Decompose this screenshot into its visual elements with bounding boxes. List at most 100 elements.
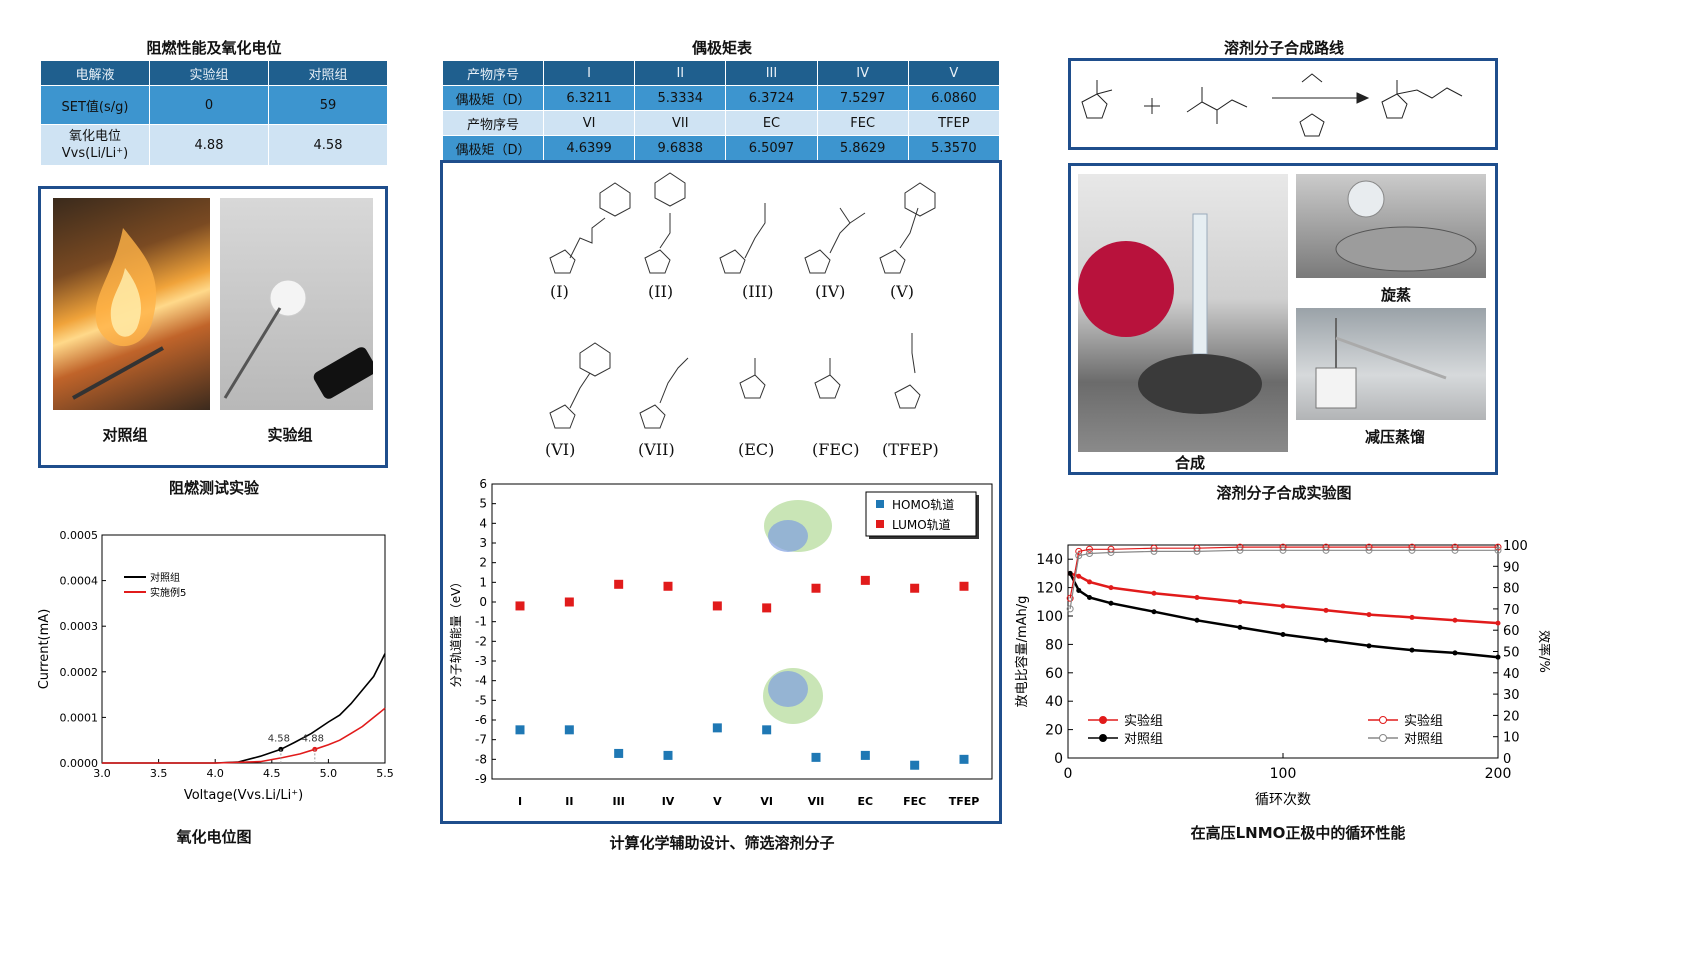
rotary-evaporator-icon: [1335, 180, 1477, 272]
data-point: [1322, 546, 1330, 554]
legend-swatch: [876, 500, 884, 508]
dipole-id: FEC: [816, 110, 909, 136]
data-point: [1086, 550, 1093, 558]
annotation-label: 4.88: [302, 733, 324, 744]
orbital-icon: [768, 671, 808, 707]
x-tick-label: IV: [662, 795, 675, 808]
flame-test-caption: 阻燃测试实验: [168, 479, 259, 497]
data-point: [1151, 590, 1157, 596]
y-tick-label: 1: [479, 575, 487, 589]
x-tick-label: 3.0: [93, 767, 111, 780]
y-tick-label: -4: [475, 674, 487, 688]
row-label-set: SET值(s/g): [40, 85, 150, 125]
molecule-structures: [549, 172, 936, 429]
dipole-value: 6.3211: [542, 85, 636, 111]
y2-tick-label: 80: [1503, 582, 1520, 597]
data-point: [1279, 546, 1287, 554]
dipole-row1-header: 产物序号: [442, 60, 544, 86]
vacuum-distillation-photo: [1296, 308, 1486, 420]
x-tick-label: 200: [1485, 766, 1512, 782]
data-point: [1366, 643, 1372, 649]
data-point: [1323, 637, 1329, 643]
data-point: [1495, 654, 1501, 660]
y-axis-label: 放电比容量/mAh/g: [1014, 596, 1030, 708]
y-tick-label: 0.0005: [60, 529, 99, 542]
dipole-row3-header: 产物序号: [442, 110, 544, 136]
x-tick-label: EC: [858, 795, 874, 808]
legend-box: [865, 491, 977, 537]
route-frame: [1068, 58, 1498, 150]
legend-marker: [1379, 734, 1387, 742]
data-point: [515, 725, 525, 735]
y-tick-label: 3: [479, 536, 487, 550]
molecule-sketch-icon: [549, 172, 936, 274]
data-point: [1409, 647, 1415, 653]
photo-label-vacuum: 减压蒸馏: [1364, 428, 1425, 446]
data-point: [1193, 547, 1201, 555]
y-tick-label: -9: [475, 772, 487, 786]
row-label-oxidation: 氧化电位 Vvs(Li/Li⁺): [40, 124, 150, 166]
y2-tick-label: 50: [1503, 646, 1520, 661]
photo-label-experiment: 实验组: [267, 426, 313, 444]
flask-balloon-icon: [1078, 213, 1262, 414]
route-title: 溶剂分子合成路线: [1223, 39, 1344, 57]
cell-ox-exp: 4.88: [149, 124, 269, 166]
y-axis-label: 分子轨道能量（eV）: [449, 576, 463, 688]
data-point: [515, 601, 525, 611]
x-tick-label: 5.5: [376, 767, 394, 780]
col-header-electrolyte: 电解液: [40, 60, 150, 86]
data-point: [1237, 599, 1243, 605]
y-tick-label: 20: [1045, 723, 1063, 739]
left-table-title: 阻燃性能及氧化电位: [146, 39, 282, 57]
y-tick-label: 120: [1036, 581, 1063, 597]
x-tick-label: FEC: [903, 795, 926, 808]
cell-set-ctrl: 59: [268, 85, 388, 125]
data-point: [1108, 600, 1114, 606]
data-point: [1107, 548, 1115, 556]
y-tick-label: -3: [475, 654, 487, 668]
y2-tick-label: 100: [1503, 539, 1528, 554]
data-point: [1494, 546, 1502, 554]
y-tick-label: -1: [475, 615, 487, 629]
legend-label: 对照组: [1404, 732, 1443, 747]
x-tick-label: 100: [1270, 766, 1297, 782]
y-tick-label: -8: [475, 752, 487, 766]
series-line: [1069, 549, 1498, 609]
plot-frame: [101, 534, 386, 764]
annotation-label: 4.58: [268, 733, 290, 744]
control-flame-photo: [53, 198, 210, 410]
data-point: [712, 601, 722, 611]
row-label-oxidation-2: Vvs(Li/Li⁺): [61, 146, 129, 161]
y-tick-label: 60: [1045, 666, 1063, 682]
series-line: [1069, 572, 1499, 625]
data-point: [564, 597, 574, 607]
x-tick-label: TFEP: [949, 795, 980, 808]
y-tick-label: -5: [475, 693, 487, 707]
molecule-sketch-icon-row2: [549, 333, 921, 429]
y-tick-label: 100: [1036, 609, 1063, 625]
data-point: [1066, 605, 1074, 613]
x-tick-label: 5.0: [320, 767, 338, 780]
cycling-performance-chart: 0 100 200020406080100120140010203040506070…: [1014, 539, 1550, 808]
y2-tick-label: 10: [1503, 731, 1520, 746]
legend-marker: [1099, 734, 1107, 742]
flame-test-frame: [38, 186, 388, 468]
cell-ox-ctrl: 4.58: [268, 124, 388, 166]
legend-label: LUMO轨道: [892, 518, 951, 532]
x-tick-label: II: [565, 795, 573, 808]
distillation-icon: [1315, 318, 1447, 409]
data-point: [1150, 547, 1158, 555]
data-point: [1280, 603, 1286, 609]
y-tick-label: 5: [479, 497, 487, 511]
computation-frame: [440, 160, 1002, 824]
data-point: [1087, 579, 1092, 585]
dipole-value: 4.6399: [542, 135, 636, 161]
y2-tick-label: 70: [1503, 603, 1520, 618]
y2-tick-label: 30: [1503, 688, 1520, 703]
col-header-ctrl: 对照组: [268, 60, 388, 86]
data-point: [1151, 609, 1157, 615]
data-point: [1067, 570, 1073, 576]
x-axis-label: Voltage(Vvs.Li/Li⁺): [184, 788, 303, 803]
data-point: [1108, 585, 1114, 591]
computation-caption: 计算化学辅助设计、筛选溶剂分子: [609, 834, 835, 852]
